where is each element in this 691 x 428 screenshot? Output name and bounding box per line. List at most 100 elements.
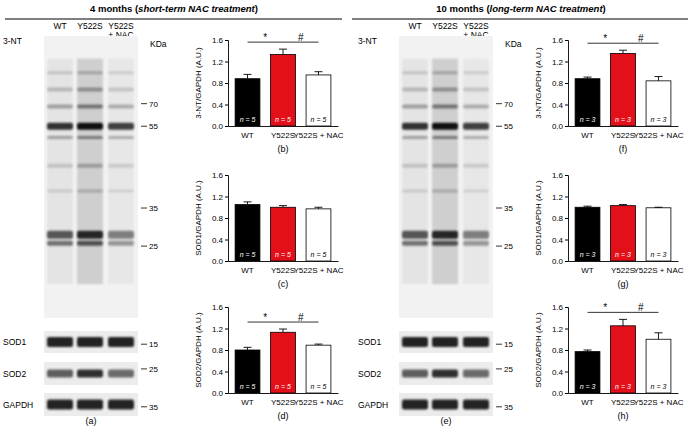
y-tick: 0.0 xyxy=(552,257,568,266)
blot-band xyxy=(108,190,134,193)
y-tick-mark xyxy=(565,83,568,84)
x-tick: WT xyxy=(241,261,254,275)
significance-label: * xyxy=(603,33,607,44)
y-tick: 0.8 xyxy=(552,214,568,223)
y-tick: 0.4 xyxy=(552,236,568,245)
x-tick: Y522S + NAC xyxy=(633,126,683,140)
blot-band xyxy=(432,71,458,74)
x-tick: Y522S + NAC xyxy=(293,393,343,407)
error-cap xyxy=(244,74,252,75)
bar-annotation: n = 3 xyxy=(615,383,631,390)
y-tick-mark xyxy=(565,62,568,63)
marker-label: 25 xyxy=(504,365,513,374)
blot-band xyxy=(77,105,103,109)
blot-band xyxy=(432,164,458,168)
blot-band xyxy=(108,231,134,239)
error-cap xyxy=(619,204,627,205)
y-tick: 0.4 xyxy=(212,101,228,110)
y-axis: 0.00.40.81.21.6 xyxy=(212,171,229,266)
marker-label: 55 xyxy=(504,122,513,131)
marker-tick xyxy=(141,246,147,247)
blot-band xyxy=(77,88,103,92)
blot-band xyxy=(77,136,103,139)
blot-band xyxy=(402,164,428,168)
marker-label: 55 xyxy=(149,122,158,131)
y-tick-label: 0.8 xyxy=(212,346,224,355)
bar-chart: 0.00.40.81.21.6WTY522SY522S + NACn = 5n … xyxy=(194,171,344,289)
error-bar xyxy=(658,77,659,81)
significance-label: * xyxy=(263,312,267,323)
bar-chart: 0.00.40.81.21.6WTY522SY522S + NACn = 3n … xyxy=(534,302,684,421)
y-tick: 1.6 xyxy=(552,36,568,45)
y-tick-mark xyxy=(565,307,568,308)
bar xyxy=(575,207,600,261)
bar xyxy=(306,345,331,393)
blot-band xyxy=(47,231,73,239)
error-bar xyxy=(283,49,284,54)
strip-label: GAPDH xyxy=(3,400,33,410)
marker-label: 25 xyxy=(149,242,158,251)
error-cap xyxy=(584,206,592,207)
blot-band xyxy=(77,400,103,410)
x-axis-line xyxy=(229,126,339,127)
panel-label: (c) xyxy=(278,279,289,289)
blot-band xyxy=(108,105,134,109)
blot-panel: WTY522SY522S+ NACKDa3-NT70553525SOD115SO… xyxy=(3,21,167,426)
lane-label-line: Y522S xyxy=(432,21,458,31)
error-cap xyxy=(654,332,662,333)
x-axis-line xyxy=(569,261,679,262)
x-axis-line xyxy=(229,393,339,394)
marker-tick xyxy=(496,406,502,407)
blot-band xyxy=(47,123,73,130)
y-tick-label: 1.6 xyxy=(552,171,564,180)
y-tick: 1.6 xyxy=(212,303,228,312)
plot-area xyxy=(235,329,331,393)
y-tick-label: 0.8 xyxy=(552,79,564,88)
bar xyxy=(646,208,671,261)
marker-label: 70 xyxy=(504,100,513,109)
y-tick-mark xyxy=(565,329,568,330)
y-axis: 0.00.40.81.21.6 xyxy=(212,303,229,398)
panel-label: (d) xyxy=(278,411,289,421)
y-tick-label: 0.0 xyxy=(552,122,564,131)
bar xyxy=(611,206,636,261)
y-tick: 0.4 xyxy=(552,101,568,110)
y-tick: 1.2 xyxy=(552,325,568,334)
blot-band xyxy=(47,105,73,109)
bar-annotation: n = 3 xyxy=(580,116,596,123)
y-tick: 1.6 xyxy=(552,171,568,180)
bar-annotation: n = 5 xyxy=(275,251,291,258)
y-tick: 0.8 xyxy=(212,79,228,88)
blot-band xyxy=(47,88,73,92)
blot-band xyxy=(432,231,458,239)
panel-label: (g) xyxy=(618,279,629,289)
blot-band xyxy=(402,400,428,410)
significance-label: # xyxy=(638,302,644,313)
error-cap xyxy=(244,347,252,348)
x-tick-label: Y522S + NAC xyxy=(293,131,343,140)
plot-area xyxy=(235,49,331,126)
blot-smear xyxy=(432,59,458,285)
y-tick: 0.8 xyxy=(552,346,568,355)
y-tick-label: 1.6 xyxy=(212,171,224,180)
significance-label: * xyxy=(263,32,267,43)
x-axis: WTY522SY522S + NAC xyxy=(569,261,684,275)
blot-band xyxy=(463,136,489,139)
bar xyxy=(575,352,600,393)
bar xyxy=(235,205,260,261)
blot-band xyxy=(432,400,458,410)
blot-band xyxy=(432,190,458,193)
bar xyxy=(271,207,296,261)
blot-band xyxy=(47,337,73,347)
blot-band xyxy=(463,190,489,193)
marker-label: 15 xyxy=(504,340,513,349)
blot-strip xyxy=(399,362,493,385)
y-tick-label: 0.4 xyxy=(212,101,224,110)
y-tick-mark xyxy=(565,372,568,373)
x-tick: WT xyxy=(241,126,254,140)
y-axis-line xyxy=(225,176,229,262)
y-tick: 0.0 xyxy=(212,389,228,398)
blot-band xyxy=(47,370,73,378)
marker-label: 35 xyxy=(149,403,158,412)
y-tick-label: 0.4 xyxy=(212,236,224,245)
